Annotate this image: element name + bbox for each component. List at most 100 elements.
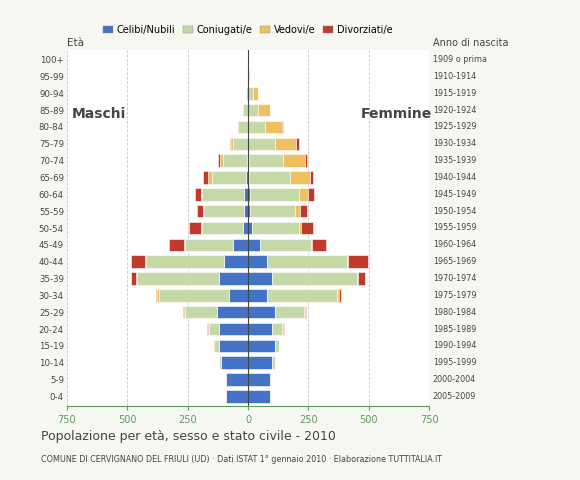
Bar: [300, 205, 307, 217]
Bar: [267, 289, 338, 301]
Legend: Celibi/Nubili, Coniugati/e, Vedovi/e, Divorziati/e: Celibi/Nubili, Coniugati/e, Vedovi/e, Di…: [99, 21, 397, 38]
Bar: [207, 323, 208, 336]
Bar: [242, 104, 243, 117]
Bar: [290, 171, 310, 184]
Bar: [237, 120, 238, 133]
Bar: [220, 155, 223, 167]
Bar: [248, 171, 249, 184]
Text: COMUNE DI CERVIGNANO DEL FRIULI (UD) · Dati ISTAT 1° gennaio 2010 · Elaborazione: COMUNE DI CERVIGNANO DEL FRIULI (UD) · D…: [41, 455, 441, 464]
Bar: [310, 171, 313, 184]
Bar: [248, 373, 270, 386]
Bar: [248, 306, 274, 319]
Bar: [253, 87, 258, 100]
Bar: [158, 289, 229, 301]
Text: 1930-1934: 1930-1934: [433, 139, 476, 148]
Text: 1995-1999: 1995-1999: [433, 358, 476, 367]
Bar: [339, 289, 341, 301]
Bar: [272, 323, 282, 336]
Bar: [295, 205, 300, 217]
Bar: [248, 137, 274, 150]
Bar: [251, 188, 299, 201]
Bar: [248, 239, 260, 251]
Bar: [283, 323, 284, 336]
Bar: [201, 222, 202, 234]
Bar: [145, 255, 146, 268]
Text: 1990-1994: 1990-1994: [433, 341, 476, 350]
Bar: [226, 373, 248, 386]
Bar: [223, 155, 246, 167]
Bar: [248, 356, 272, 369]
Bar: [245, 171, 248, 184]
Bar: [218, 155, 220, 167]
Text: 1925-1929: 1925-1929: [433, 122, 476, 132]
Bar: [136, 272, 137, 285]
Bar: [219, 356, 222, 369]
Bar: [203, 171, 208, 184]
Bar: [282, 323, 283, 336]
Text: 1975-1979: 1975-1979: [433, 291, 476, 300]
Bar: [248, 155, 249, 167]
Bar: [296, 137, 299, 150]
Bar: [202, 222, 243, 234]
Bar: [248, 390, 270, 403]
Bar: [244, 205, 248, 217]
Bar: [195, 188, 201, 201]
Bar: [258, 104, 270, 117]
Bar: [311, 239, 312, 251]
Bar: [201, 188, 202, 201]
Bar: [137, 272, 219, 285]
Bar: [248, 205, 251, 217]
Bar: [299, 188, 309, 201]
Bar: [312, 239, 327, 251]
Bar: [230, 137, 231, 150]
Text: Età: Età: [67, 38, 84, 48]
Bar: [274, 137, 296, 150]
Bar: [208, 171, 212, 184]
Bar: [246, 70, 248, 83]
Bar: [272, 356, 274, 369]
Bar: [248, 339, 274, 352]
Bar: [248, 120, 265, 133]
Bar: [248, 222, 252, 234]
Bar: [231, 137, 233, 150]
Bar: [130, 255, 145, 268]
Bar: [184, 239, 185, 251]
Bar: [249, 70, 251, 83]
Bar: [243, 104, 248, 117]
Bar: [226, 390, 248, 403]
Bar: [338, 289, 339, 301]
Text: 1970-1974: 1970-1974: [433, 274, 476, 283]
Text: 1910-1914: 1910-1914: [433, 72, 476, 81]
Bar: [202, 188, 244, 201]
Bar: [238, 120, 248, 133]
Bar: [251, 205, 295, 217]
Bar: [219, 272, 248, 285]
Bar: [282, 120, 283, 133]
Bar: [270, 390, 271, 403]
Bar: [270, 373, 271, 386]
Bar: [233, 239, 248, 251]
Bar: [208, 323, 209, 336]
Text: 2005-2009: 2005-2009: [433, 392, 476, 401]
Bar: [209, 323, 219, 336]
Text: Popolazione per età, sesso e stato civile - 2010: Popolazione per età, sesso e stato civil…: [41, 430, 335, 443]
Bar: [248, 289, 267, 301]
Bar: [212, 171, 245, 184]
Bar: [301, 222, 313, 234]
Bar: [184, 306, 185, 319]
Text: 1965-1969: 1965-1969: [433, 257, 476, 266]
Bar: [224, 255, 248, 268]
Bar: [248, 255, 267, 268]
Bar: [146, 255, 224, 268]
Bar: [213, 339, 214, 352]
Bar: [309, 188, 314, 201]
Bar: [265, 120, 282, 133]
Bar: [214, 339, 219, 352]
Bar: [130, 272, 136, 285]
Bar: [204, 205, 244, 217]
Text: Anno di nascita: Anno di nascita: [433, 38, 508, 48]
Bar: [283, 155, 305, 167]
Text: 1940-1944: 1940-1944: [433, 173, 476, 182]
Bar: [260, 239, 311, 251]
Bar: [229, 289, 248, 301]
